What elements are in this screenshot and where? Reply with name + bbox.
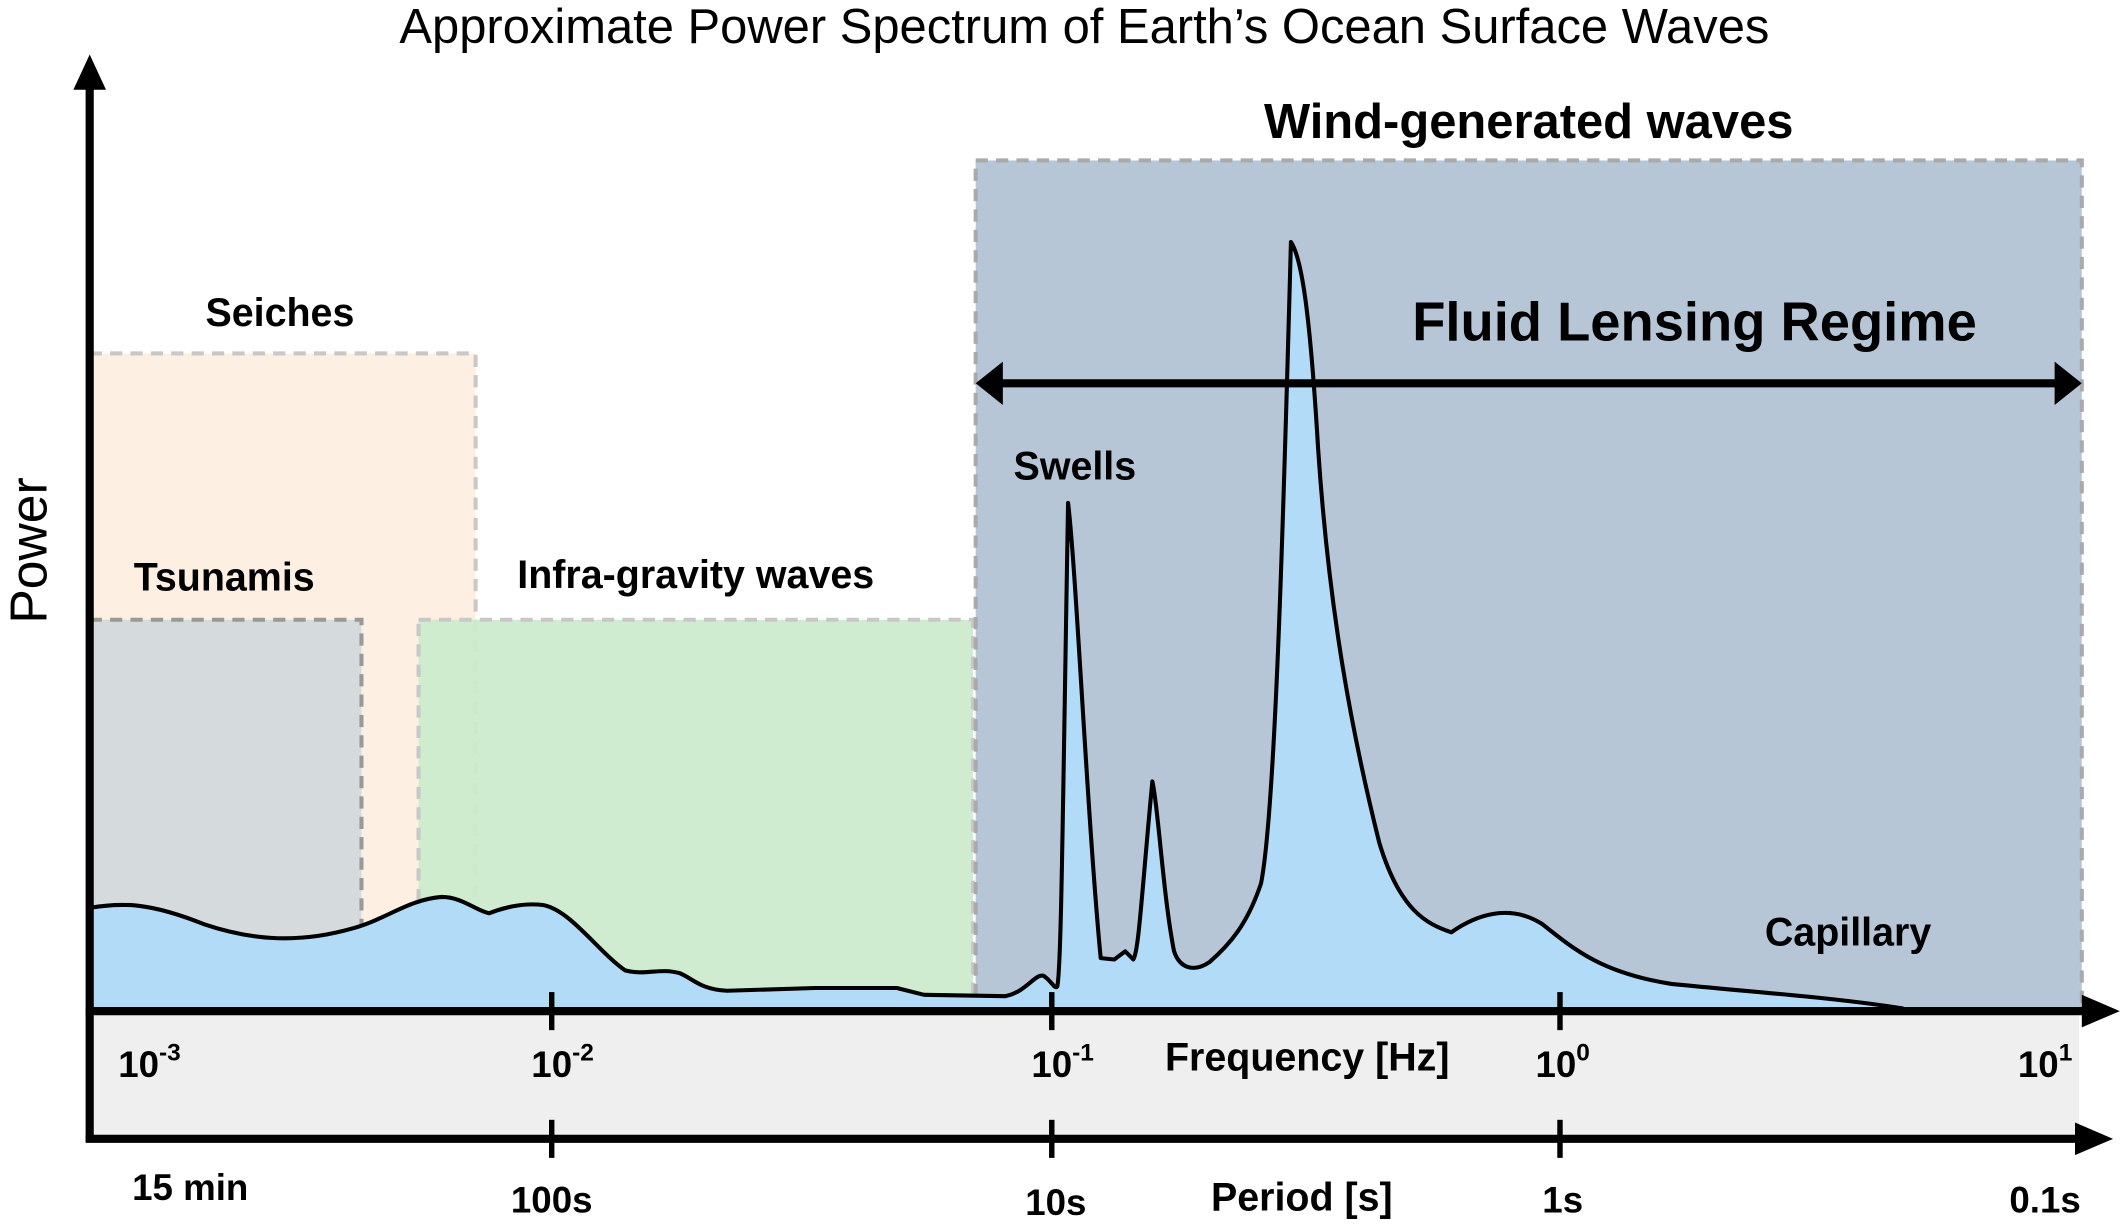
period-tick-label: 1s — [1542, 1179, 1583, 1220]
tick-base: 10 — [1536, 1044, 1577, 1085]
fluid-lensing-label: Fluid Lensing Regime — [1412, 292, 1977, 353]
y-axis-label: Power — [0, 477, 57, 623]
frequency-tick-label: 100 — [1536, 1040, 1590, 1084]
frequency-arrow — [2081, 994, 2120, 1028]
region-label: Infra-gravity waves — [517, 553, 874, 597]
tick-base: 10 — [531, 1044, 572, 1085]
ticks — [548, 992, 1563, 1158]
frequency-tick-label: 10-2 — [531, 1040, 594, 1084]
region-label: Wind-generated waves — [1264, 95, 1794, 149]
spectrum-curve — [87, 239, 1905, 1014]
tick-exp: -2 — [572, 1040, 594, 1067]
period-axis-label: Period [s] — [1211, 1175, 1393, 1219]
tick-base: 10 — [2018, 1044, 2059, 1085]
tick-exp: -3 — [159, 1040, 181, 1067]
tick-exp: -1 — [1072, 1040, 1094, 1067]
annotation: Swells — [1014, 444, 1137, 488]
frequency-axis-label: Frequency [Hz] — [1165, 1035, 1450, 1079]
period-band — [89, 1015, 2080, 1139]
title: Approximate Power Spectrum of Earth’s Oc… — [399, 0, 1769, 54]
tick-exp: 1 — [2059, 1040, 2073, 1067]
frequency-tick-label: 101 — [2018, 1040, 2072, 1084]
region-label: Tsunamis — [134, 556, 315, 600]
period-arrow — [2075, 1122, 2114, 1156]
y-arrow — [73, 54, 106, 90]
tick-base: 10 — [118, 1044, 159, 1085]
frequency-tick-label: 10-3 — [118, 1040, 181, 1084]
period-tick-label: 15 min — [132, 1167, 248, 1208]
frequency-tick-label: 10-1 — [1031, 1040, 1094, 1084]
period-tick-label: 10s — [1025, 1182, 1086, 1223]
period-tick-label: 100s — [511, 1179, 593, 1220]
period-tick-label: 0.1s — [2009, 1179, 2080, 1220]
arrow-right — [2054, 361, 2082, 406]
tick-exp: 0 — [1576, 1040, 1590, 1067]
annotation: Capillary — [1765, 910, 1931, 954]
arrow-left — [975, 361, 1003, 406]
period-tick-labels: 15 min 100s 10s 1s 0.1s — [132, 1167, 2081, 1223]
tick-base: 10 — [1031, 1044, 1072, 1085]
region-label: Seiches — [205, 291, 354, 335]
frequency-tick-labels: 10-3 10-2 10-1 100 101 — [118, 1040, 2072, 1084]
